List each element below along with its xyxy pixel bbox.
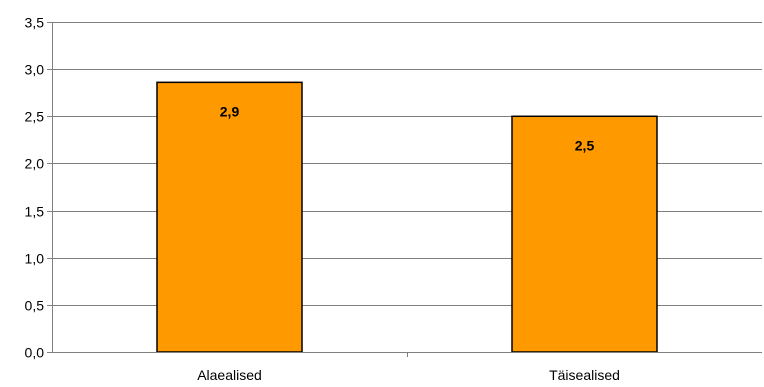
labels: 0,0 0,5 1,0 1,5 2,0 2,5 3,0 3,5 2,9 Alaealised 2,5…: [25, 15, 620, 384]
bars: [156, 81, 658, 353]
data-label: 2,9: [220, 103, 240, 119]
y-tick-label: 2,5: [25, 109, 45, 125]
x-category-label: Alaealised: [197, 367, 262, 383]
x-category-label: Täisealised: [549, 367, 620, 383]
y-tick-label: 3,5: [25, 15, 45, 31]
axes: [47, 22, 762, 357]
y-tick-label: 1,0: [25, 251, 45, 267]
y-tick-label: 0,5: [25, 298, 45, 314]
y-tick-label: 2,0: [25, 156, 45, 172]
data-label: 2,5: [575, 137, 595, 153]
bar-alaealised: [156, 81, 303, 353]
y-tick-label: 1,5: [25, 204, 45, 220]
y-tick-label: 3,0: [25, 62, 45, 78]
y-tick-label: 0,0: [25, 345, 45, 361]
